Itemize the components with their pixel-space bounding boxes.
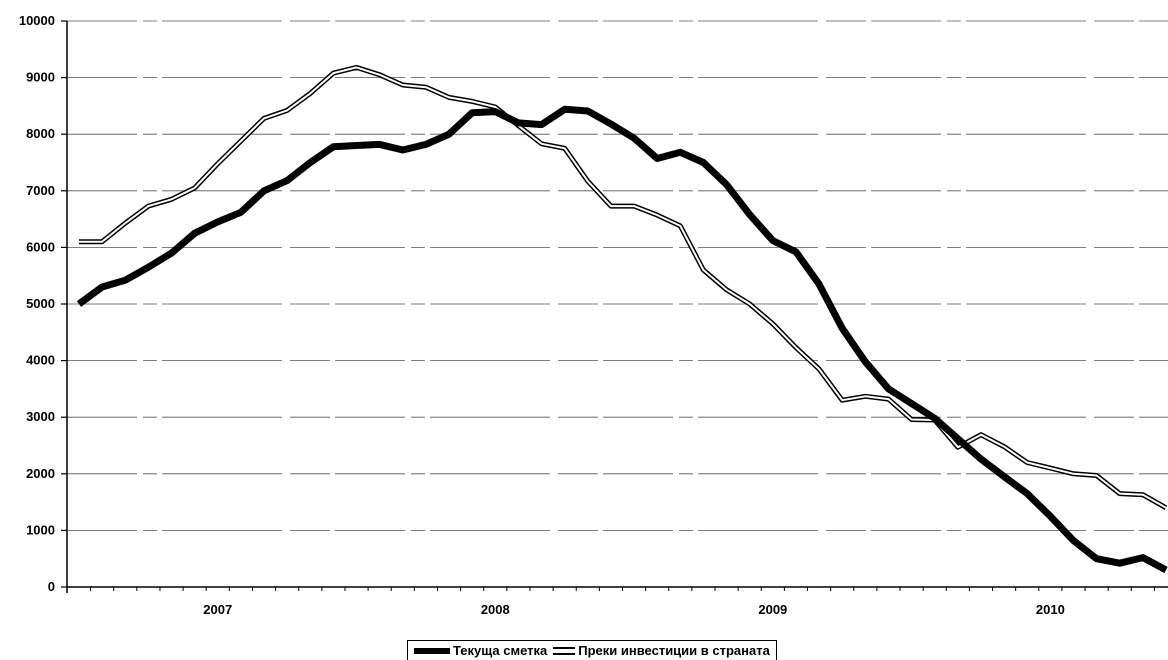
legend-swatch-fdi <box>553 646 576 655</box>
x-axis-ticks: 2007 2008 2009 2010 <box>90 587 1155 617</box>
y-tick-label: 1000 <box>26 522 55 537</box>
legend: Текуща сметка Преки инвестиции в странат… <box>407 640 777 660</box>
series-line-fdi <box>79 66 1167 509</box>
y-axis-ticks: 0 1000 2000 3000 4000 5000 6000 7000 8000 9000 100… <box>19 13 67 594</box>
y-tick-label: 7000 <box>26 183 55 198</box>
y-tick-label: 10000 <box>19 13 55 28</box>
y-tick-label: 8000 <box>26 126 55 141</box>
legend-label-current-account: Текуща сметка <box>453 643 548 658</box>
legend-item-current-account: Текуща сметка <box>414 643 547 658</box>
y-tick-label: 3000 <box>26 409 55 424</box>
y-tick-label: 5000 <box>26 296 55 311</box>
series-layer <box>76 64 1168 574</box>
x-tick-label: 2010 <box>1036 602 1065 617</box>
legend-label-fdi: Преки инвестиции в страната <box>578 643 770 658</box>
x-tick-label: 2007 <box>203 602 232 617</box>
legend-swatch-current-account <box>414 647 450 654</box>
y-tick-label: 4000 <box>26 353 55 368</box>
y-tick-label: 0 <box>48 579 55 594</box>
legend-item-fdi: Преки инвестиции в страната <box>553 643 770 658</box>
y-tick-label: 2000 <box>26 466 55 481</box>
y-tick-label: 9000 <box>26 70 55 85</box>
y-tick-label: 6000 <box>26 239 55 254</box>
x-tick-label: 2009 <box>758 602 787 617</box>
series-line-current-account <box>76 105 1168 574</box>
x-tick-label: 2008 <box>481 602 510 617</box>
line-chart: 0 1000 2000 3000 4000 5000 6000 7000 8000 9000 100… <box>19 13 1168 617</box>
gridlines <box>67 20 1168 531</box>
